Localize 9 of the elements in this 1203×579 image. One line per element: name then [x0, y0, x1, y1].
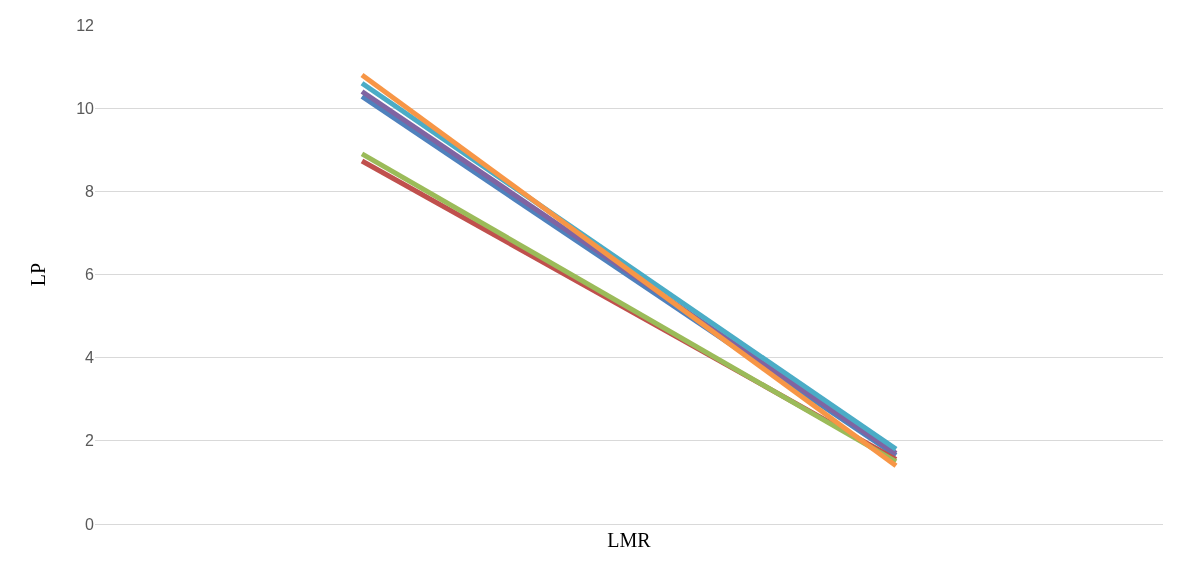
y-tick-label: 8 [85, 182, 95, 200]
y-tick-label: 6 [85, 266, 95, 284]
y-tick-label: 4 [85, 349, 95, 367]
y-tick-label: 12 [76, 16, 95, 34]
y-axis-title: LP [26, 262, 49, 287]
x-axis-title: LMR [607, 528, 652, 551]
y-tick-label: 2 [85, 432, 95, 450]
y-tick-label: 10 [76, 99, 95, 117]
y-tick-label: 0 [85, 515, 95, 533]
